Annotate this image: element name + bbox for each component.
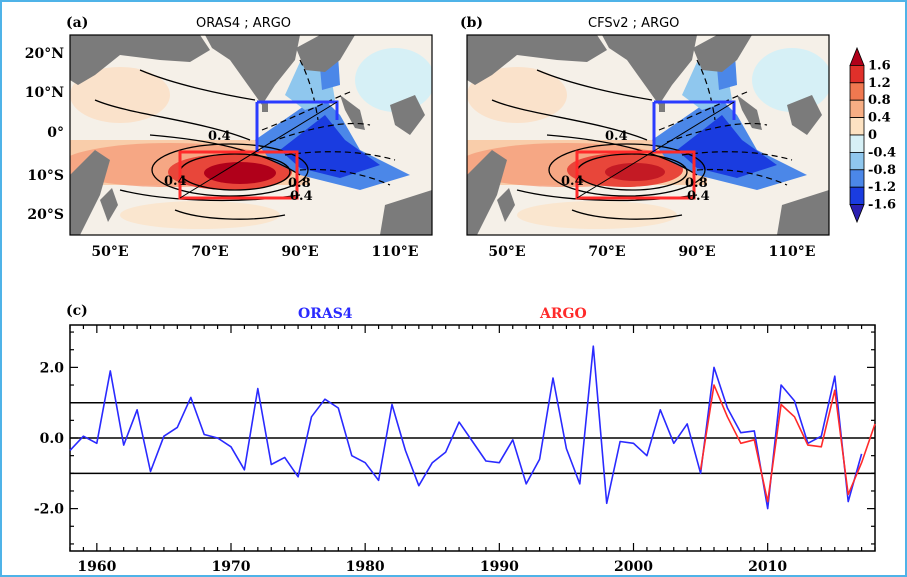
colorbar-label: -1.6 [868, 198, 896, 213]
x-tick-label: 1970 [212, 559, 251, 575]
lon-label: 90°E [281, 244, 318, 260]
colorbar-label: 1.6 [868, 58, 891, 73]
contour-label: 0.4 [290, 189, 313, 204]
colorbar: 1.6 1.2 0.8 0.4 0 -0.4 -0.8 -1.2 -1.6 [849, 46, 896, 224]
colorbar-swatch [849, 151, 865, 171]
colorbar-swatch [849, 82, 865, 101]
lat-label: 10°N [25, 85, 64, 101]
lon-label: 90°E [678, 244, 715, 260]
legend-argo: ARGO [539, 306, 587, 322]
contour-label: 0.4 [561, 174, 584, 189]
panel-a-map [70, 35, 432, 235]
colorbar-swatch [849, 134, 865, 153]
colorbar-swatch [849, 65, 865, 84]
panel-c-label: (c) [66, 303, 88, 319]
panel-b: (b) CFSv2 ; ARGO [460, 15, 830, 260]
series-layer [69, 345, 876, 510]
lat-label: 20°S [27, 207, 64, 223]
panel-b-label: (b) [460, 15, 483, 31]
legend-oras4: ORAS4 [298, 306, 353, 322]
y-tick-label: 2.0 [40, 360, 65, 376]
colorbar-label: -0.8 [868, 163, 896, 178]
colorbar-swatch [849, 99, 865, 118]
contour-label: 0.4 [605, 129, 628, 144]
x-tick-label: 2010 [748, 559, 787, 575]
series-line-argo [699, 384, 876, 503]
colorbar-label: 0 [868, 128, 877, 143]
panel-b-map [467, 35, 829, 235]
panel-b-title: CFSv2 ; ARGO [588, 16, 679, 31]
colorbar-swatch [849, 169, 865, 188]
lon-label: 50°E [488, 244, 525, 260]
colorbar-swatch [849, 204, 865, 224]
lon-label: 70°E [588, 244, 625, 260]
contour-label: 0.4 [687, 189, 710, 204]
y-axis: 2.0 0.0 -2.0 [34, 331, 875, 545]
contour-label: 0.8 [685, 176, 708, 191]
series-line-oras4 [69, 345, 863, 510]
colorbar-label: -0.4 [868, 145, 896, 160]
x-tick-label: 2000 [614, 559, 653, 575]
contour-label: 0.4 [164, 174, 187, 189]
colorbar-swatch [849, 46, 865, 66]
reference-lines [70, 401, 875, 475]
x-tick-label: 1960 [77, 559, 116, 575]
colorbar-label: 1.2 [868, 76, 891, 91]
x-tick-label: 1980 [346, 559, 385, 575]
lon-label: 50°E [91, 244, 128, 260]
colorbar-label: -1.2 [868, 180, 896, 195]
y-tick-label: -2.0 [34, 502, 64, 518]
contour-label: 0.8 [288, 176, 311, 191]
y-tick-label: 0.0 [40, 431, 65, 447]
colorbar-swatch [849, 186, 865, 205]
lon-label: 110°E [372, 244, 419, 260]
x-tick-label: 1990 [480, 559, 519, 575]
lat-label: 20°N [25, 46, 64, 62]
panel-a-title: ORAS4 ; ARGO [196, 16, 291, 31]
panel-c: (c) ORAS4 ARGO 1960 1970 1980 1990 2000 2010 … [34, 303, 876, 575]
lat-label: 10°S [27, 168, 64, 184]
colorbar-label: 0.4 [868, 111, 891, 126]
colorbar-label: 0.8 [868, 93, 891, 108]
x-axis: 1960 1970 1980 1990 2000 2010 [69, 325, 876, 575]
panel-a: (a) ORAS4 ; ARGO [25, 15, 433, 260]
panel-a-label: (a) [66, 15, 88, 31]
lon-label: 110°E [769, 244, 816, 260]
lon-label: 70°E [191, 244, 228, 260]
lat-label: 0° [47, 125, 64, 141]
colorbar-swatch [849, 117, 865, 136]
contour-label: 0.4 [208, 129, 231, 144]
